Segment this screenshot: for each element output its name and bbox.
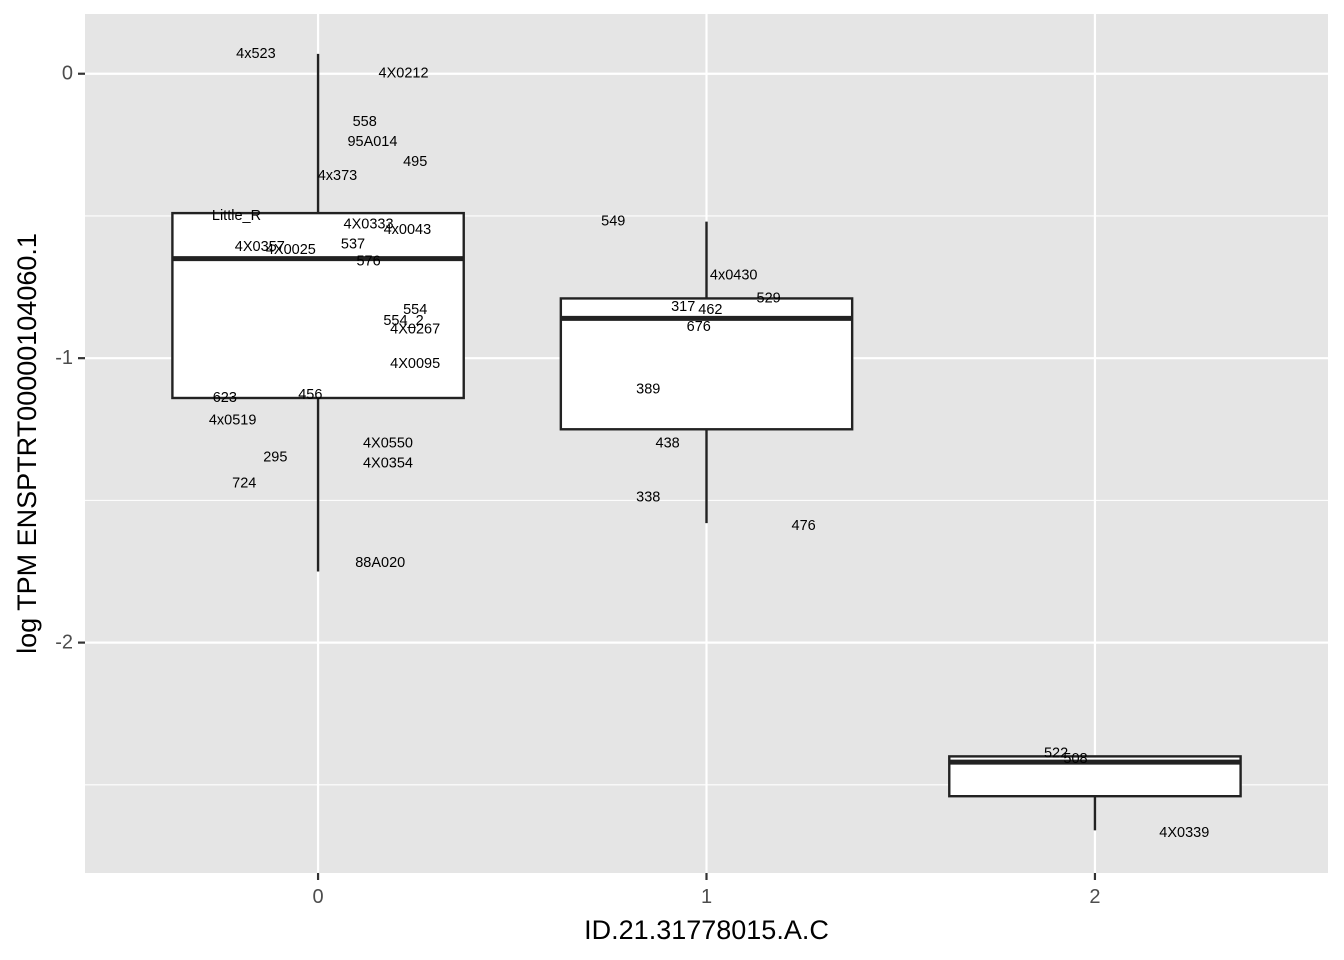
point-label: 4x0519 <box>209 413 257 429</box>
point-label: 4x523 <box>236 46 276 62</box>
point-label: 389 <box>636 381 660 397</box>
point-label: 4X0333 <box>344 216 394 232</box>
y-axis-title: log TPM ENSPTRT00000104060.1 <box>12 233 42 654</box>
box-2 <box>948 755 1242 831</box>
x-tick-label: 0 <box>313 886 324 908</box>
point-label: 4X0339 <box>1159 825 1209 841</box>
point-label: 462 <box>698 302 722 318</box>
x-tick-label: 1 <box>701 886 712 908</box>
point-label: 537 <box>341 236 365 252</box>
point-label: 495 <box>403 154 427 170</box>
y-tick-label: -1 <box>55 347 73 369</box>
point-label: 338 <box>636 490 660 506</box>
y-axis: 0 -1 -2 <box>55 63 85 654</box>
x-tick-label: 2 <box>1089 886 1100 908</box>
point-label: Little_R <box>212 208 261 224</box>
box-1 <box>559 221 854 524</box>
point-label: 623 <box>213 390 237 406</box>
x-axis: 0 1 2 <box>313 873 1101 908</box>
point-label: 4X0025 <box>266 242 316 258</box>
point-label: 4x0043 <box>384 222 432 238</box>
point-label: 522 <box>1044 746 1068 762</box>
x-axis-title: ID.21.31778015.A.C <box>584 915 829 945</box>
point-label: 4x373 <box>318 168 358 184</box>
point-label: 576 <box>356 253 380 269</box>
point-label: 456 <box>298 387 322 403</box>
point-label: 88A020 <box>355 555 405 571</box>
point-label: 4X0212 <box>379 66 429 82</box>
point-label: 476 <box>792 518 816 534</box>
point-labels: 4x523 4X0212 558 95A014 495 4x373 Little_R 4X03… <box>209 46 1209 841</box>
point-label: 295 <box>263 450 287 466</box>
point-label: 4X0357 <box>235 239 285 255</box>
point-label: 508 <box>1063 751 1087 767</box>
y-tick-label: -2 <box>55 632 73 654</box>
y-tick-label: 0 <box>62 63 73 85</box>
box-0 <box>171 53 465 572</box>
point-label: 4X0354 <box>363 455 413 471</box>
point-label: 529 <box>757 290 781 306</box>
point-label: 4X0550 <box>363 436 413 452</box>
point-label: 95A014 <box>347 134 397 150</box>
point-label: 549 <box>601 214 625 230</box>
point-label: 558 <box>353 114 377 130</box>
point-label: 4X0267 <box>390 322 440 338</box>
point-label: 724 <box>232 475 256 491</box>
point-label: 317 <box>671 299 695 315</box>
point-label: 554 <box>403 302 427 318</box>
point-label: 676 <box>687 319 711 335</box>
point-label: 4X0095 <box>390 356 440 372</box>
point-label: 438 <box>656 436 680 452</box>
box-rect <box>171 211 465 400</box>
boxes <box>171 53 1242 831</box>
grid-major <box>85 14 1328 873</box>
point-label: 554_2 <box>383 313 423 329</box>
point-label: 4x0430 <box>710 268 758 284</box>
